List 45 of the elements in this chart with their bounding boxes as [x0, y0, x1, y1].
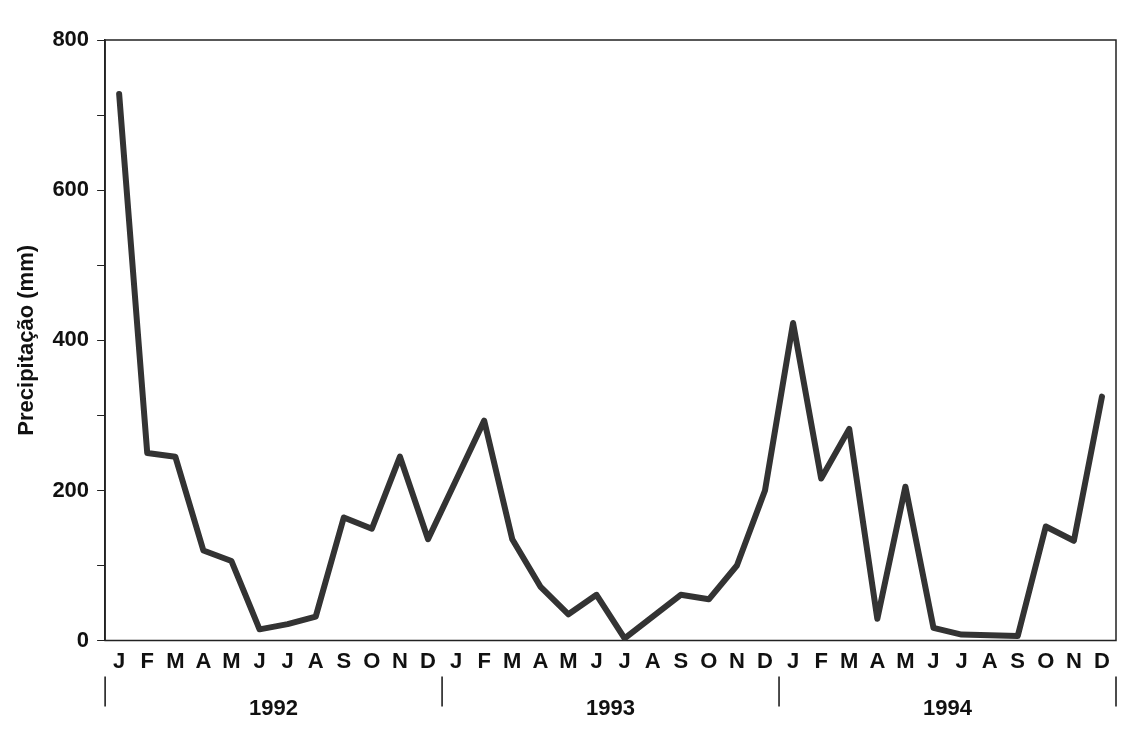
- x-tick-label: M: [222, 647, 241, 673]
- x-tick-label: D: [757, 647, 773, 673]
- y-axis-title: Precipitação (mm): [13, 244, 39, 436]
- x-tick-label: N: [392, 647, 408, 673]
- x-tick-label: F: [814, 647, 828, 673]
- y-tick-label: 400: [52, 326, 90, 352]
- x-tick-label: M: [166, 647, 185, 673]
- x-tick-label: J: [955, 647, 968, 673]
- x-tick-label: A: [307, 647, 324, 673]
- x-tick-label: J: [786, 647, 800, 673]
- x-tick-label: S: [673, 647, 689, 673]
- x-tick-label: A: [869, 647, 886, 673]
- x-tick-label: N: [728, 647, 745, 673]
- x-tick-label: M: [840, 647, 859, 673]
- x-tick-label: D: [420, 647, 436, 673]
- x-tick-label: O: [1037, 647, 1055, 673]
- text: 1992: [249, 694, 299, 720]
- y-tick-label: 800: [52, 26, 90, 52]
- x-tick-label: J: [927, 647, 940, 673]
- x-tick-label: J: [253, 647, 266, 673]
- x-tick-label: M: [559, 647, 578, 673]
- y-tick-label: 200: [52, 476, 90, 502]
- x-tick-label: F: [140, 647, 154, 673]
- x-tick-label: A: [981, 647, 998, 673]
- x-tick-label: N: [1065, 647, 1082, 673]
- x-tick-label: M: [896, 647, 915, 673]
- text: 1994: [923, 694, 973, 720]
- x-tick-label: A: [532, 647, 549, 673]
- x-tick-label: J: [449, 647, 463, 673]
- x-tick-label: S: [1010, 647, 1026, 673]
- y-tick-label: 600: [52, 176, 90, 202]
- x-tick-label: D: [1094, 647, 1110, 673]
- x-tick-label: J: [113, 647, 126, 673]
- x-tick-label: O: [363, 647, 381, 673]
- text: 1993: [586, 694, 636, 720]
- x-tick-label: J: [618, 647, 631, 673]
- x-tick-label: A: [195, 647, 212, 673]
- x-tick-label: J: [281, 647, 294, 673]
- y-tick-label: 0: [76, 626, 90, 652]
- x-tick-label: O: [700, 647, 718, 673]
- x-tick-label: A: [644, 647, 661, 673]
- x-tick-label: S: [336, 647, 352, 673]
- x-tick-label: J: [590, 647, 603, 673]
- x-tick-label: F: [477, 647, 491, 673]
- x-tick-label: M: [503, 647, 522, 673]
